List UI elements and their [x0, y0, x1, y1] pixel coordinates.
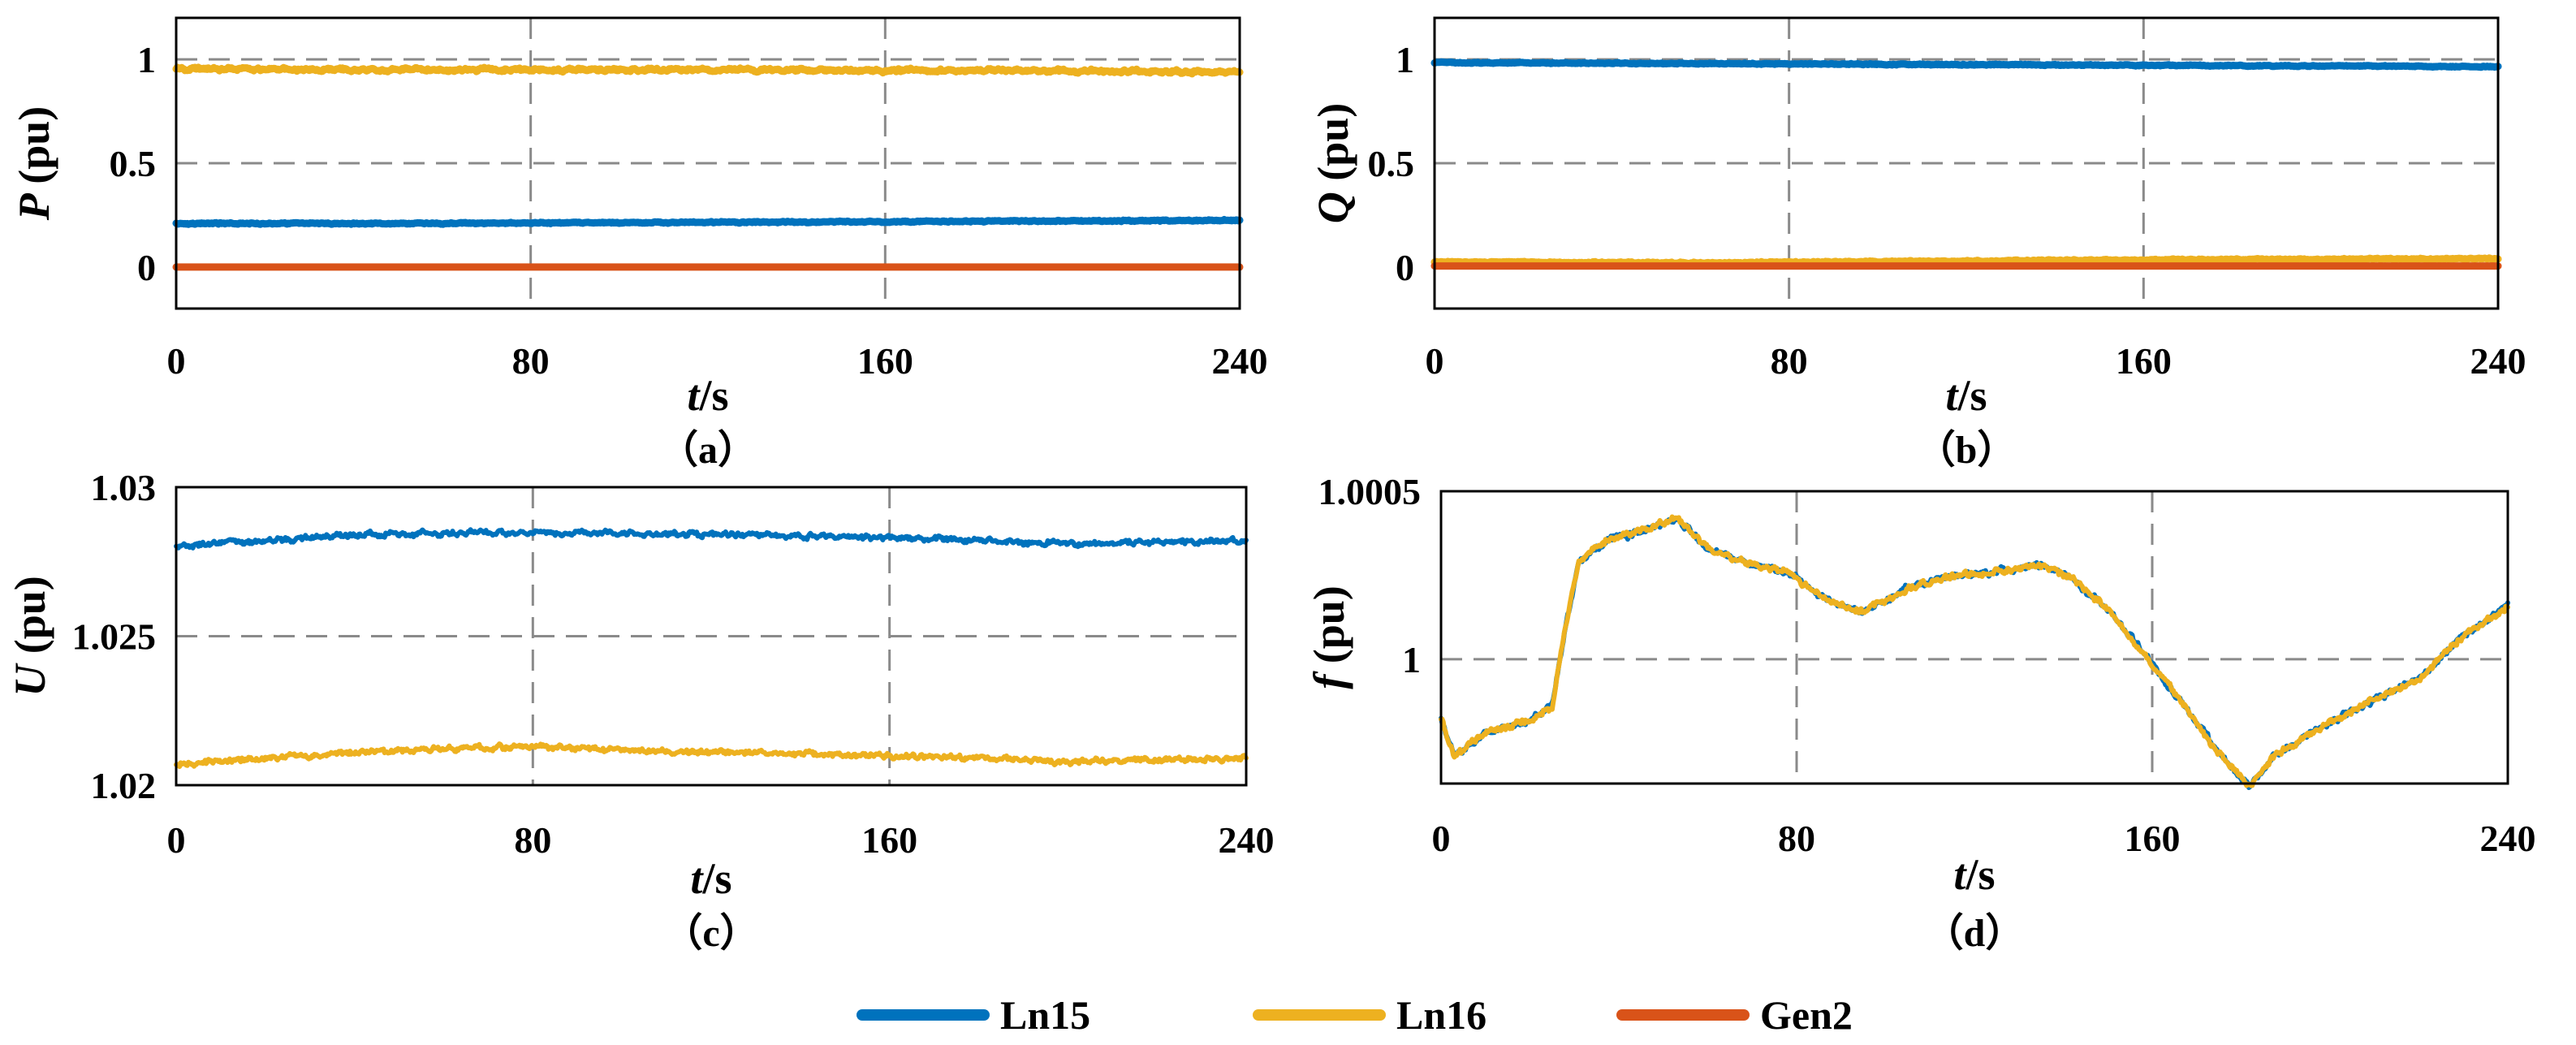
chart-panel-b: 0 80 160 240 0 0.5 1 t/s Q (pu) （b）	[1309, 16, 2526, 472]
y-axis-title: P (pu)	[10, 106, 58, 222]
x-axis-unit: /s	[1957, 371, 1987, 420]
x-tick-label: 240	[2470, 340, 2526, 382]
panel-caption-a: （a）	[659, 429, 757, 472]
y-tick-label: 0.5	[1368, 143, 1415, 184]
x-tick-label: 160	[2116, 340, 2172, 382]
y-axis-unit: (pu)	[1305, 585, 1353, 663]
series-line-ln15-b	[1430, 58, 2502, 71]
x-tick-label: 80	[514, 819, 551, 861]
x-axis-title: t/s	[687, 371, 728, 420]
y-axis-title: f (pu)	[1305, 585, 1353, 689]
x-axis-unit: /s	[698, 371, 728, 420]
x-tick-label: 160	[857, 340, 913, 382]
x-tick-label: 160	[861, 819, 917, 861]
series-line-ln15-d	[1439, 516, 2510, 790]
y-axis-title: Q (pu)	[1309, 103, 1357, 224]
y-tick-label: 0	[1396, 247, 1414, 288]
y-tick-label: 0	[137, 247, 156, 288]
x-tick-label: 0	[1426, 340, 1444, 382]
y-axis-title: U (pu)	[6, 576, 54, 697]
legend-label-gen2: Gen2	[1760, 992, 1853, 1038]
panel-caption-c: （c）	[663, 912, 758, 955]
y-tick-label: 1.03	[91, 467, 157, 508]
x-axis-var: t	[687, 371, 701, 420]
y-axis-unit: (pu)	[1309, 103, 1357, 181]
x-axis-unit: /s	[1965, 850, 1995, 899]
chart-panel-a: 0 80 160 240 0 0.5 1 t/s P (pu) （a）	[10, 16, 1268, 472]
x-tick-label: 0	[167, 340, 186, 382]
y-tick-label: 1.0005	[1318, 471, 1422, 512]
x-axis-var: t	[1953, 850, 1967, 899]
series-line-ln16-d	[1439, 514, 2510, 788]
x-axis-var: t	[1945, 371, 1959, 420]
plot-frame-b	[1433, 16, 2500, 310]
x-tick-label: 160	[2125, 818, 2181, 859]
chart-panel-c: 0 80 160 240 1.02 1.025 1.03 t/s U (pu) （c）	[6, 467, 1275, 955]
x-axis-title: t/s	[1945, 371, 1987, 420]
y-axis-var: f	[1305, 663, 1353, 689]
x-axis-title: t/s	[690, 854, 731, 903]
x-tick-label: 240	[2480, 818, 2536, 859]
x-tick-label: 240	[1212, 340, 1268, 382]
y-axis-var: P	[10, 184, 58, 221]
y-tick-label: 0.5	[110, 143, 157, 184]
x-axis-var: t	[690, 854, 704, 903]
x-tick-label: 80	[1778, 818, 1815, 859]
y-axis-unit: (pu)	[6, 576, 54, 654]
x-tick-label: 80	[512, 340, 550, 382]
y-tick-label: 1	[1396, 39, 1414, 80]
x-axis-title: t/s	[1953, 850, 1995, 899]
y-tick-label: 1.02	[91, 765, 157, 806]
y-axis-var: Q	[1309, 181, 1357, 224]
x-tick-label: 0	[167, 819, 186, 861]
plot-frame-d	[1439, 490, 2509, 785]
plot-frame-c	[175, 486, 1248, 787]
x-tick-label: 240	[1219, 819, 1275, 861]
chart-panel-d: 0 80 160 240 1 1.0005 t/s f (pu) （d）	[1305, 471, 2536, 955]
x-axis-unit: /s	[701, 854, 731, 903]
legend: Ln15 Ln16 Gen2	[857, 992, 1853, 1038]
legend-label-ln15: Ln15	[1000, 992, 1090, 1038]
y-axis-var: U	[6, 654, 54, 697]
y-tick-label: 1	[1402, 639, 1421, 680]
x-tick-label: 0	[1432, 818, 1451, 859]
y-axis-unit: (pu)	[10, 106, 58, 184]
series-line-ln16-c	[174, 741, 1249, 770]
panel-caption-b: （b）	[1917, 429, 2017, 472]
series-line-ln15-a	[172, 216, 1244, 228]
plot-frame-a	[175, 16, 1241, 310]
x-tick-label: 80	[1771, 340, 1808, 382]
y-tick-label: 1	[137, 39, 156, 80]
y-tick-label: 1.025	[72, 616, 157, 658]
panel-caption-d: （d）	[1925, 912, 2025, 955]
series-line-ln16-a	[172, 63, 1244, 78]
series-line-ln15-c	[174, 527, 1249, 551]
legend-label-ln16: Ln16	[1396, 992, 1486, 1038]
